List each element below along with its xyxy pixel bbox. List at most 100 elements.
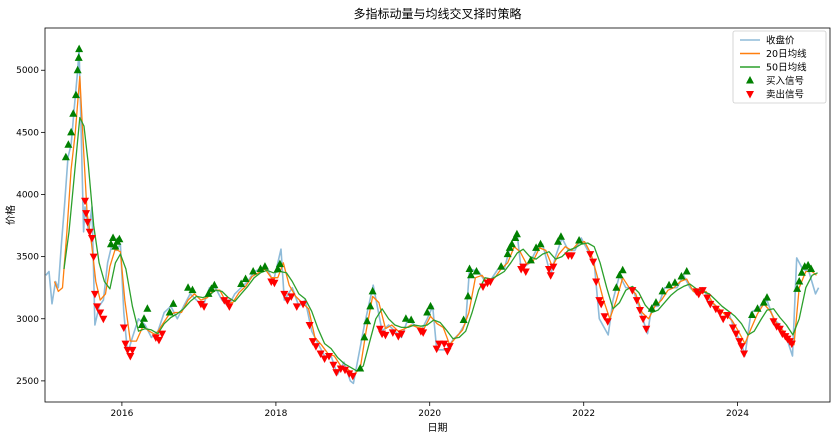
buy-signal-marker <box>366 301 375 310</box>
sell-signal-marker <box>128 346 137 355</box>
sell-signal-marker <box>89 253 98 262</box>
sell-signal-marker <box>711 305 720 314</box>
sell-signal-marker <box>158 330 167 339</box>
x-tick-label: 2024 <box>726 409 749 419</box>
sell-signal-marker <box>435 340 444 349</box>
buy-signal-marker <box>472 267 481 275</box>
buy-signal-marker <box>143 304 152 312</box>
sell-signal-marker <box>737 343 746 351</box>
buy-signal-marker <box>137 320 146 328</box>
sell-signal-marker <box>432 345 441 354</box>
buy-signal-marker <box>464 291 473 300</box>
sell-signal-marker <box>348 372 357 381</box>
buy-signal-marker <box>64 140 73 148</box>
sell-signal-marker <box>740 350 749 359</box>
y-tick-label: 4500 <box>16 128 39 138</box>
buy-signal-marker <box>69 109 78 117</box>
sell-signal-marker <box>639 315 648 324</box>
sell-signal-marker <box>769 318 778 326</box>
sell-signal-marker <box>305 321 314 330</box>
sell-signal-marker <box>397 330 406 339</box>
legend-buy-swatch <box>746 76 754 84</box>
sell-signal-marker <box>519 263 528 272</box>
sell-signal-marker <box>544 266 553 274</box>
buy-signal-marker <box>407 315 416 323</box>
buy-signal-marker <box>260 262 269 270</box>
sell-signal-marker <box>698 287 707 295</box>
sell-signal-marker <box>549 263 558 272</box>
buy-signal-marker <box>677 272 686 280</box>
buy-signal-marker <box>503 249 512 258</box>
y-tick-label: 3500 <box>16 253 39 263</box>
x-tick-label: 2020 <box>418 409 441 419</box>
buy-signal-marker <box>682 267 691 275</box>
buy-signal-marker <box>237 279 246 287</box>
buy-signal-marker <box>753 304 762 312</box>
sell-signal-marker <box>521 268 530 277</box>
buy-signal-marker <box>497 262 506 270</box>
sell-signal-marker <box>600 313 609 321</box>
sell-signal-marker <box>119 324 128 332</box>
buy-signal-marker <box>241 274 250 282</box>
sell-signal-marker <box>716 309 725 318</box>
buy-signal-marker <box>512 229 521 238</box>
sell-signal-marker <box>329 361 338 370</box>
x-tick-label: 2016 <box>110 409 133 419</box>
buy-signal-marker <box>401 314 410 322</box>
sell-signal-marker <box>299 300 308 309</box>
buy-signal-marker <box>275 259 284 268</box>
buy-signal-marker <box>111 242 120 250</box>
series-ma50-line <box>63 116 818 372</box>
buy-signal-marker <box>74 53 83 61</box>
buy-signal-marker <box>748 310 757 319</box>
buy-signal-marker <box>61 152 70 161</box>
sell-signal-marker <box>732 330 741 339</box>
buy-signal-marker <box>554 237 563 245</box>
buy-signal-marker <box>67 127 76 136</box>
x-axis-label: 日期 <box>428 422 448 434</box>
sell-signal-marker <box>225 303 234 311</box>
buy-signal-marker <box>73 65 82 74</box>
sell-signal-marker <box>82 210 91 218</box>
buy-signal-marker <box>360 332 369 341</box>
series-ma20-line <box>53 75 817 376</box>
sell-signal-marker <box>280 290 289 299</box>
sell-signal-marker <box>375 325 384 334</box>
buy-signal-marker <box>763 293 772 301</box>
buy-signal-marker <box>807 264 816 273</box>
buy-signal-marker <box>426 301 435 310</box>
sell-signal-marker <box>706 300 715 309</box>
buy-signal-marker <box>71 90 80 99</box>
buy-signal-marker <box>658 286 667 295</box>
buy-signal-marker <box>169 299 178 307</box>
buy-signal-marker <box>273 264 282 273</box>
sell-signal-marker <box>719 315 728 324</box>
sell-signal-marker <box>332 369 341 377</box>
sell-signal-marker <box>287 293 296 301</box>
sell-signal-marker <box>445 343 454 351</box>
sell-signal-marker <box>597 300 606 309</box>
buy-signal-marker <box>793 284 802 292</box>
buy-signal-marker <box>670 278 679 286</box>
legend-ma20-label: 20日均线 <box>766 48 807 60</box>
buy-signal-marker <box>423 308 432 316</box>
buy-signal-marker <box>618 265 627 274</box>
legend-close-label: 收盘价 <box>766 35 795 47</box>
sell-signal-marker <box>324 353 333 361</box>
buy-signal-marker <box>75 44 84 53</box>
legend-box <box>732 30 827 104</box>
y-tick-label: 2500 <box>16 377 39 387</box>
sell-signal-marker <box>81 197 90 206</box>
sell-signal-marker <box>87 234 96 243</box>
plot-area <box>44 27 831 403</box>
sell-signal-marker <box>93 303 102 311</box>
sell-signal-marker <box>154 336 163 345</box>
sell-signal-marker <box>603 318 612 326</box>
buy-signal-marker <box>532 243 541 251</box>
buy-signal-marker <box>507 239 516 248</box>
sell-signal-marker <box>589 258 598 267</box>
x-axis: 2016 2018 2020 2022 2024 <box>110 402 749 419</box>
buy-signal-marker <box>759 298 768 306</box>
y-tick-label: 4000 <box>16 190 39 200</box>
